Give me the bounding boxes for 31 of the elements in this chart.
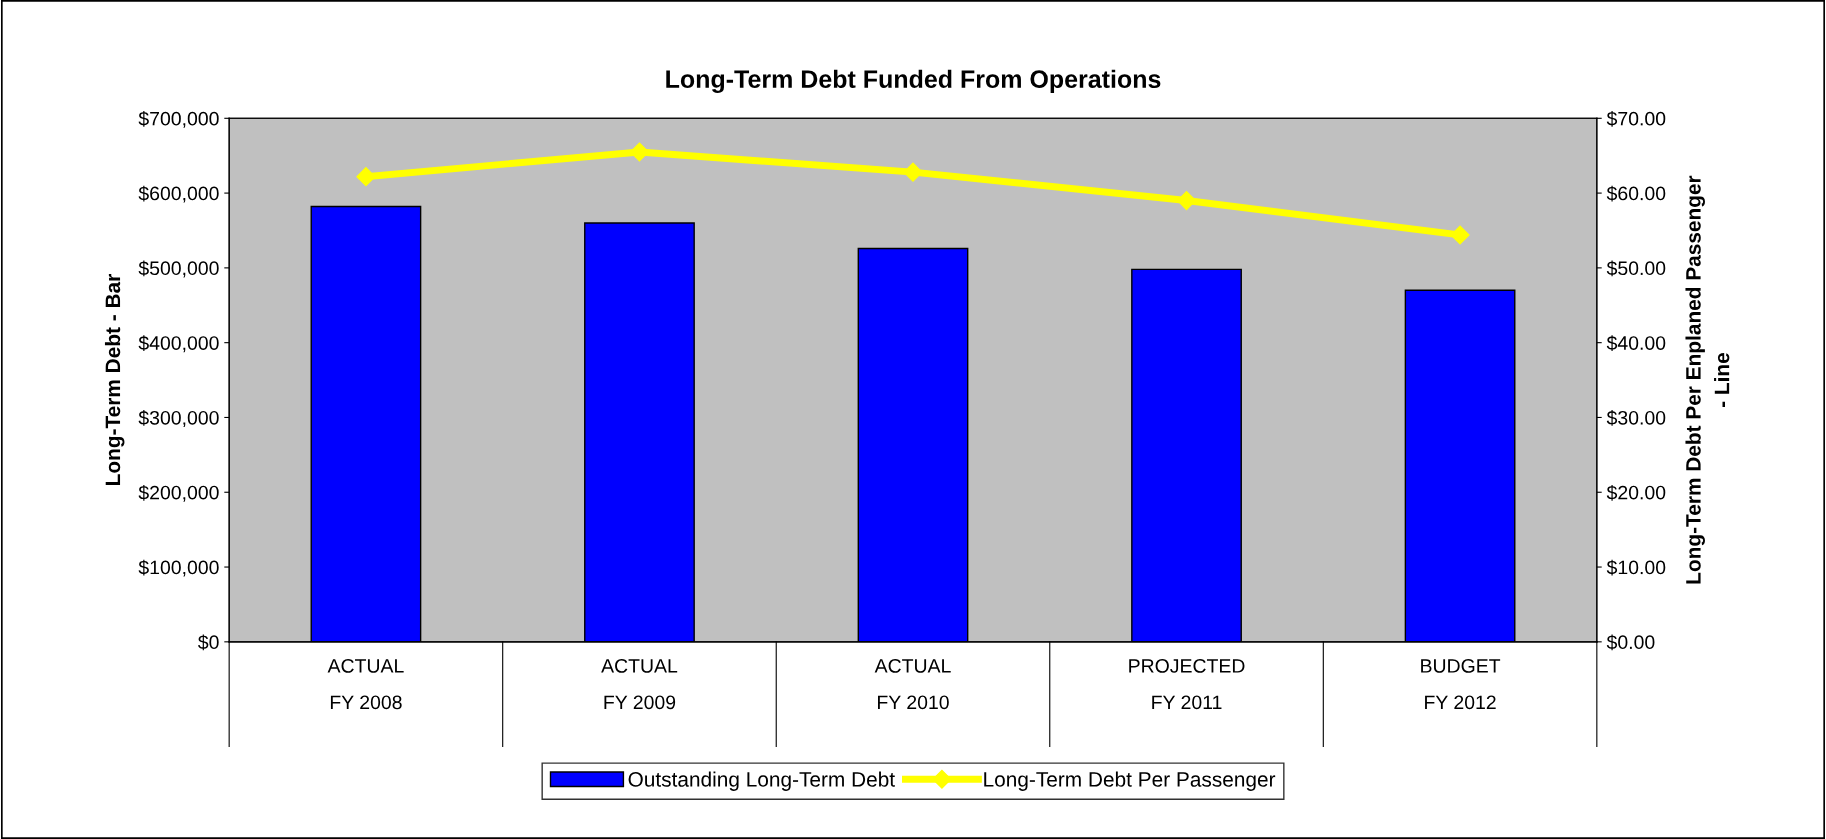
y2-tick-label: $20.00 bbox=[1606, 484, 1666, 501]
y2-tick-label: $10.00 bbox=[1606, 559, 1666, 576]
y-tick-label: $0 bbox=[198, 634, 219, 651]
x-tick-label: ACTUAL FY 2008 bbox=[327, 659, 404, 710]
y-tick-label: $300,000 bbox=[138, 410, 219, 427]
y2-tick-label: $70.00 bbox=[1606, 110, 1666, 127]
legend-label: Outstanding Long-Term Debt bbox=[628, 771, 895, 791]
y-axis-title: Long-Term Debt - Bar bbox=[104, 274, 125, 485]
chart-title: Long-Term Debt Funded From Operations bbox=[666, 69, 1161, 94]
legend-label: Long-Term Debt Per Passenger bbox=[984, 771, 1276, 791]
y2-tick-label: $60.00 bbox=[1606, 185, 1666, 202]
y-tick-label: $200,000 bbox=[138, 484, 219, 502]
x-tick-label: ACTUAL FY 2009 bbox=[601, 659, 678, 710]
y-tick-label: $600,000 bbox=[138, 185, 219, 203]
point bbox=[903, 162, 923, 182]
x-tick-label: PROJECTED FY 2011 bbox=[1129, 659, 1245, 710]
y2-tick-label: $30.00 bbox=[1606, 410, 1666, 426]
y-tick-label: $500,000 bbox=[138, 260, 219, 278]
y2-axis-title: Long-Term Debt Per Enplaned Passenger - Line bbox=[1685, 175, 1730, 584]
x-tick-label: BUDGET FY 2012 bbox=[1421, 659, 1501, 710]
point bbox=[1177, 191, 1197, 211]
y2-tick-label: $0.00 bbox=[1606, 634, 1655, 651]
point bbox=[356, 167, 376, 187]
y2-tick-label: $40.00 bbox=[1606, 335, 1666, 352]
y-tick-label: $400,000 bbox=[138, 335, 219, 353]
x-tick-label: ACTUAL FY 2010 bbox=[874, 659, 951, 710]
y-tick-label: $100,000 bbox=[138, 559, 219, 577]
point bbox=[1450, 225, 1470, 245]
y-tick-label: $700,000 bbox=[138, 110, 219, 128]
point bbox=[629, 142, 649, 162]
y2-tick-label: $50.00 bbox=[1606, 260, 1666, 277]
